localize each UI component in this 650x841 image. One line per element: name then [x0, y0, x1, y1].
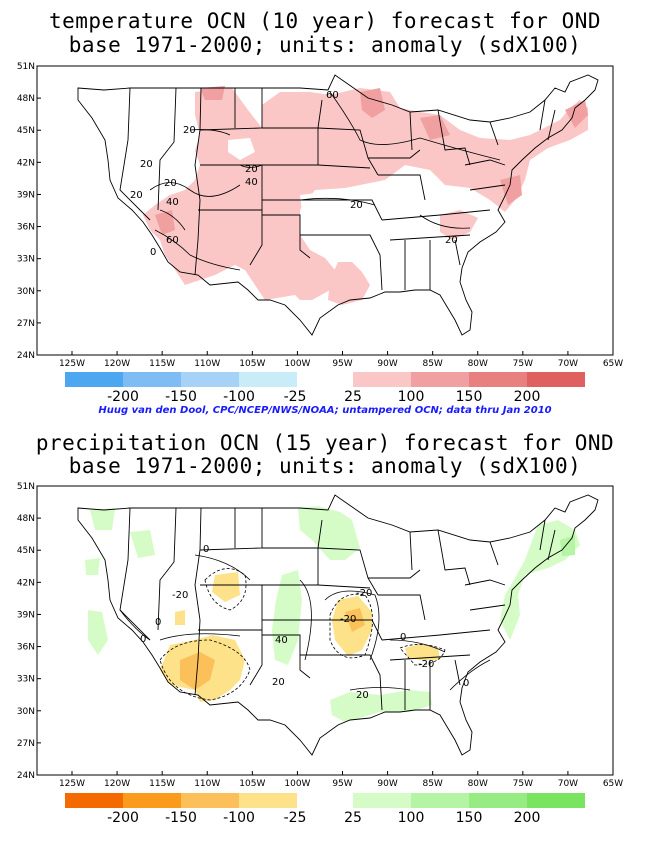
longitude-tick-label: 95W	[332, 359, 352, 369]
longitude-tick-label: 125W	[59, 359, 85, 369]
legend-label: -150	[165, 389, 197, 405]
temperature-title-line2: base 1971-2000; units: anomaly (sdX100)	[68, 33, 582, 57]
latitude-tick-label: 42N	[17, 158, 35, 168]
temperature-contour-label: 40	[166, 197, 179, 208]
temperature-positive-anomaly-shading	[143, 88, 588, 305]
temperature-contour-label: 60	[326, 90, 339, 101]
legend-label: 200	[514, 389, 541, 405]
latitude-tick-label: 45N	[17, 126, 35, 136]
legend-color-swatch	[411, 372, 469, 387]
temperature-contour-label: 20	[130, 190, 143, 201]
precipitation-title-line2: base 1971-2000; units: anomaly (sdX100)	[68, 454, 582, 478]
legend-label: -100	[223, 389, 255, 405]
legend-color-swatch	[469, 372, 527, 387]
latitude-tick-label: 36N	[17, 223, 35, 233]
longitude-tick-label: 80W	[468, 359, 488, 369]
legend-color-swatch	[181, 372, 239, 387]
temperature-contours	[149, 91, 501, 271]
latitude-tick-label: 51N	[17, 62, 35, 72]
temperature-axis-ticks: 51N 48N 45N 42N 39N 36N 33N 30N 27N 24N 125W 120W 11…	[17, 62, 623, 369]
temperature-contour-label: 20	[164, 178, 177, 189]
longitude-tick-label: 65W	[603, 359, 623, 369]
longitude-tick-label: 120W	[104, 359, 130, 369]
latitude-tick-label: 48N	[17, 94, 35, 104]
longitude-tick-label: 85W	[422, 359, 442, 369]
temperature-color-legend: -200 -150 -100 -25 25 100 150 200	[65, 372, 585, 405]
temperature-title-line1: temperature OCN (10 year) forecast for O…	[48, 9, 601, 33]
longitude-tick-label: 110W	[194, 359, 220, 369]
longitude-tick-label: 75W	[513, 359, 533, 369]
longitude-tick-label: 100W	[284, 359, 310, 369]
legend-label: -200	[107, 389, 139, 405]
temperature-state-boundaries	[77, 74, 599, 336]
precipitation-title-line1: precipitation OCN (15 year) forecast for…	[35, 431, 615, 455]
temperature-contour-label: 60	[166, 235, 179, 246]
legend-label: -25	[284, 389, 307, 405]
latitude-tick-label: 33N	[17, 255, 35, 265]
longitude-tick-label: 105W	[239, 359, 265, 369]
latitude-tick-label: 27N	[17, 319, 35, 329]
legend-label: 150	[456, 389, 483, 405]
temperature-contour-label: 20	[183, 125, 196, 136]
temperature-contour-label: 20	[140, 159, 153, 170]
legend-color-swatch	[353, 372, 411, 387]
temperature-contour-label: 0	[150, 247, 156, 258]
latitude-tick-label: 39N	[17, 190, 35, 200]
temperature-contour-label: 20	[245, 164, 258, 175]
legend-color-swatch	[239, 372, 297, 387]
temperature-contour-labels: 60 20 20 20 20 40 20 40 60 0 20 20	[130, 90, 458, 258]
temperature-contour-label: 20	[445, 235, 458, 246]
latitude-tick-label: 24N	[17, 351, 35, 361]
longitude-tick-label: 115W	[149, 359, 175, 369]
credit-line: Huug van den Dool, CPC/NCEP/NWS/NOAA; un…	[98, 405, 552, 416]
longitude-tick-label: 90W	[377, 359, 397, 369]
legend-color-swatch	[65, 372, 123, 387]
legend-label: 100	[398, 389, 425, 405]
legend-color-swatch	[123, 372, 181, 387]
legend-label: 25	[344, 389, 362, 405]
temperature-contour-label: 40	[245, 177, 258, 188]
temperature-contour-label: 20	[350, 200, 363, 211]
legend-color-swatch	[527, 372, 585, 387]
longitude-tick-label: 70W	[558, 359, 578, 369]
latitude-tick-label: 30N	[17, 287, 35, 297]
